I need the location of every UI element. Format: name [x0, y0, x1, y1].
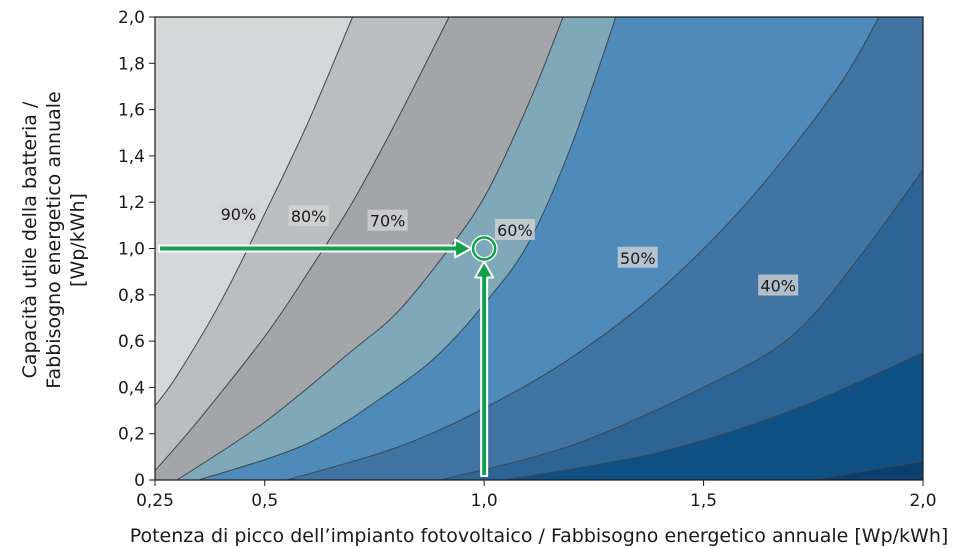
y-tick-label: 1,4 [118, 147, 145, 167]
contour-label: 50% [620, 249, 656, 268]
horizontal-arrow [158, 238, 473, 259]
y-tick-label: 1,0 [118, 240, 145, 260]
y-axis-label-line: [Wp/kWh] [67, 193, 89, 287]
vertical-arrow [474, 260, 495, 477]
contour-line [440, 169, 923, 480]
contour-line [506, 352, 923, 480]
x-tick-label: 0,25 [136, 491, 174, 511]
contour-label-box [617, 246, 658, 268]
y-tick-label: 0,6 [118, 332, 145, 352]
x-axis-ticks: 0,25 0,5 1,0 1,5 2,0 [136, 480, 937, 511]
x-axis-label: Potenza di picco dell’impianto fotovolta… [130, 525, 949, 547]
contour-line [176, 17, 564, 480]
contour-lines [155, 17, 923, 480]
contour-label: 80% [291, 207, 327, 226]
contour-line [198, 17, 617, 480]
y-axis-ticks: 0 0,2 0,4 0,6 0,8 1,0 1,2 1,4 1,6 1,8 2,0 [118, 8, 155, 491]
contour-label-box [288, 205, 329, 227]
x-tick-label: 2,0 [909, 491, 936, 511]
y-tick-label: 1,6 [118, 101, 145, 121]
y-axis-label-line: Fabbisogno energetico annuale [43, 91, 65, 388]
contour-label: 60% [497, 221, 533, 240]
y-tick-label: 1,2 [118, 193, 145, 213]
contour-labels: 90% 80% 70% 60% 50% 40% [218, 202, 799, 296]
y-tick-label: 0 [134, 471, 145, 491]
contour-line [155, 17, 353, 407]
contour-label-box [494, 218, 535, 240]
contour-label-box [218, 202, 259, 224]
y-axis-label-line: Capacità utile della batteria / [19, 101, 41, 378]
y-tick-label: 2,0 [118, 8, 145, 28]
y-tick-label: 0,8 [118, 286, 145, 306]
x-tick-label: 1,5 [690, 491, 717, 511]
contour-label-box [758, 274, 799, 296]
y-tick-label: 0,2 [118, 425, 145, 445]
highlight-point [471, 236, 497, 261]
reading-arrows [158, 235, 498, 477]
contour-label-box [367, 209, 408, 231]
contour-line [286, 17, 880, 480]
y-axis-label: Capacità utile della batteria / Fabbisogn… [19, 91, 89, 388]
y-tick-label: 1,8 [118, 54, 145, 74]
contour-line [813, 461, 923, 480]
x-tick-label: 0,5 [251, 491, 278, 511]
y-tick-label: 0,4 [118, 378, 145, 398]
x-tick-label: 1,0 [471, 491, 498, 511]
contour-label: 90% [221, 205, 257, 224]
contour-label: 70% [370, 212, 406, 231]
contour-line [155, 17, 450, 472]
contour-label: 40% [760, 277, 796, 296]
